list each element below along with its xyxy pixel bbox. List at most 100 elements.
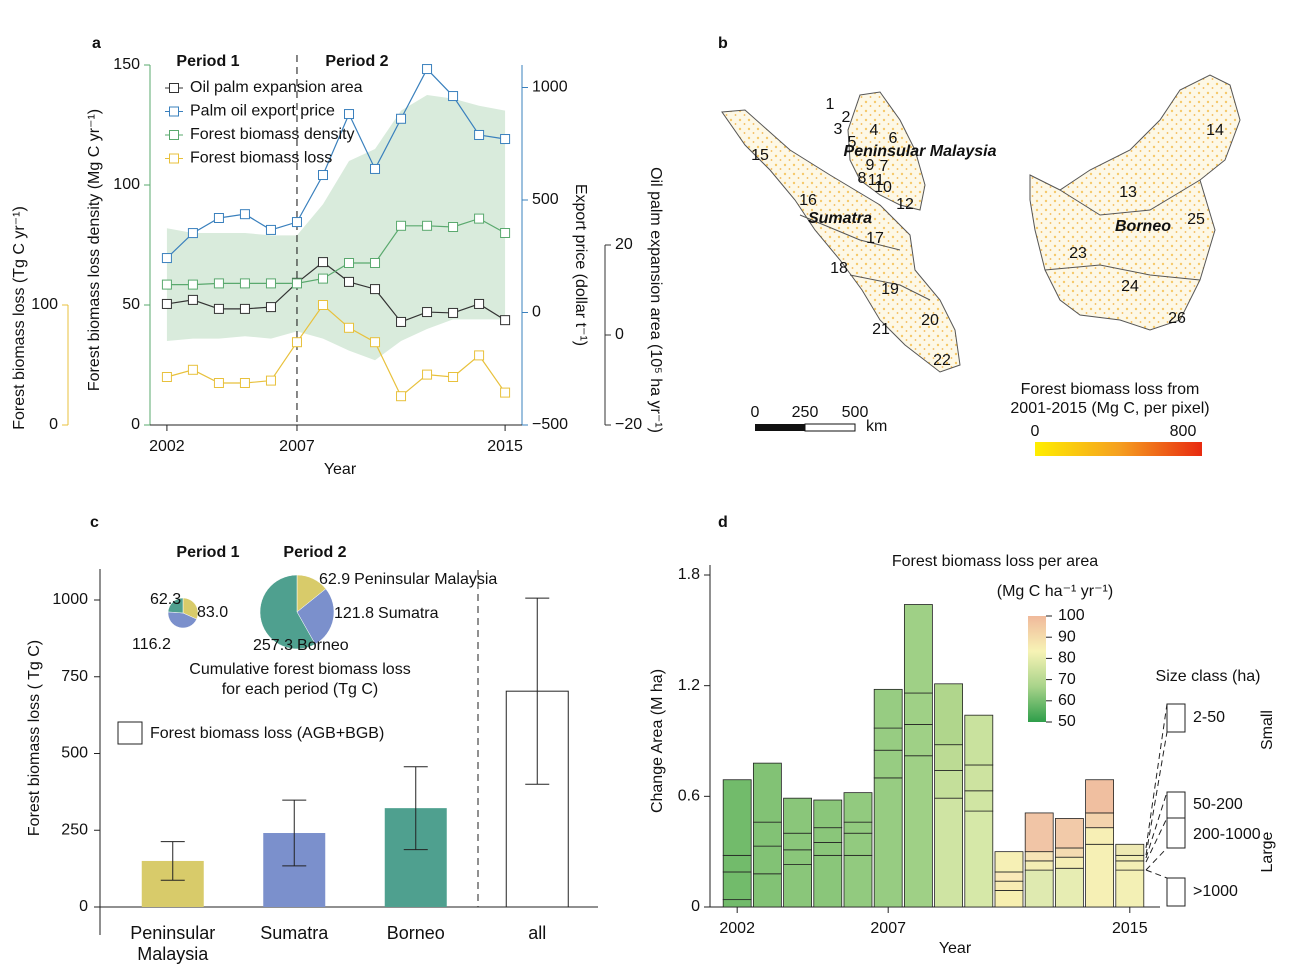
bar-segment: [903, 755, 933, 908]
region-label: 20: [921, 312, 939, 329]
marker: [291, 337, 302, 348]
bar-segment: [964, 810, 994, 908]
marker: [422, 307, 433, 318]
marker: [448, 222, 459, 232]
bar-segment: [873, 727, 903, 751]
marker: [317, 300, 328, 310]
legend-label: 50-200: [1193, 796, 1243, 813]
bar-segment: [1115, 869, 1145, 908]
peninsula-shape: [847, 91, 926, 211]
bar-segment: [934, 770, 963, 799]
colorbar-tick-label: 80: [1058, 650, 1076, 667]
bar-segment: [964, 790, 994, 812]
marker: [370, 284, 381, 295]
group-label: Large: [1259, 831, 1276, 872]
bar-segment: [994, 880, 1024, 891]
marker: [370, 163, 381, 174]
marker: [187, 364, 198, 375]
y-tick-label: 0: [615, 326, 624, 343]
y-tick-label: 0: [532, 304, 541, 321]
chart-title: Forest biomass loss per area: [892, 553, 1098, 570]
pie-category-label: Sumatra: [378, 605, 439, 622]
y-axis-title: Forest biomass loss (Tg C yr⁻¹): [11, 206, 28, 430]
bar-segment: [873, 749, 903, 779]
colorbar-title: (Mg C ha⁻¹ yr⁻¹): [997, 583, 1113, 600]
legend-box: [1166, 817, 1186, 849]
bar-segment: [843, 854, 873, 908]
bar-segment: [722, 779, 752, 856]
error-bar: [525, 597, 550, 785]
pie-value-label: 121.8: [334, 605, 374, 622]
region-label: 25: [1187, 211, 1205, 228]
bar-segment: [783, 832, 812, 851]
legend-box: [1166, 791, 1186, 819]
marker: [265, 278, 276, 289]
marker: [396, 113, 407, 124]
region-label: 7: [880, 158, 889, 175]
region-name: Sumatra: [808, 210, 872, 227]
legend-label: 2-50: [1193, 709, 1225, 726]
border-line: [1059, 179, 1201, 216]
leader-line: [1145, 817, 1168, 863]
region-name: Peninsular Malaysia: [844, 143, 997, 160]
y-axis-title: Oil palm expansion area (10⁵ ha yr⁻¹): [647, 167, 664, 433]
pie-value-label: 116.2: [132, 636, 171, 653]
legend-label: Oil palm expansion area: [190, 79, 363, 96]
y-tick-label: 500: [61, 745, 88, 762]
x-tick-label: all: [528, 923, 547, 943]
marker: [161, 372, 172, 382]
marker: [344, 322, 355, 333]
panel-label: b: [718, 35, 728, 52]
marker: [213, 303, 224, 314]
bar-segment: [964, 714, 994, 766]
legend-marker: [169, 106, 179, 117]
marker: [500, 134, 511, 145]
region-label: 10: [874, 179, 892, 196]
colorbar-tick-label: 50: [1058, 713, 1076, 730]
marker: [474, 298, 485, 309]
y-tick-label: 20: [615, 236, 633, 253]
x-tick-label: 2015: [487, 438, 523, 455]
x-tick-label: 2002: [719, 920, 755, 937]
region-label: 4: [870, 122, 879, 139]
marker: [213, 213, 224, 223]
region-label: 21: [872, 321, 890, 338]
error-bar: [282, 799, 307, 867]
pie-value-label: 62.3: [150, 591, 181, 608]
marker: [500, 228, 511, 238]
marker: [396, 316, 407, 327]
legend-title: 2001-2015 (Mg C, per pixel): [1010, 400, 1209, 417]
legend-label: Forest biomass loss (AGB+BGB): [150, 725, 384, 742]
y-axis-title: Forest biomass loss ( Tg C): [26, 640, 43, 836]
region-label: 8: [858, 170, 867, 187]
bar-segment: [1085, 812, 1114, 829]
bar-segment: [1054, 818, 1084, 849]
bar-segment: [1024, 869, 1054, 908]
bar-segment: [783, 864, 812, 908]
marker: [448, 372, 459, 382]
x-axis-title: Year: [324, 461, 357, 478]
bar-segment: [903, 604, 933, 694]
scale-tick: 0: [751, 404, 760, 421]
bar-segment: [843, 821, 873, 834]
border-line: [849, 274, 931, 301]
legend-box: [1166, 877, 1186, 907]
map-land: [721, 74, 1241, 373]
marker: [265, 302, 276, 313]
bar-segment: [964, 764, 994, 792]
marker: [370, 337, 381, 348]
error-bar: [403, 766, 428, 851]
marker: [370, 258, 381, 268]
region-label: 12: [896, 196, 914, 213]
region-label: 13: [1119, 184, 1137, 201]
bar-segment: [994, 890, 1024, 908]
y-tick-label: 100: [113, 176, 140, 193]
marker: [474, 350, 485, 361]
bar-segment: [1085, 827, 1114, 845]
pie-slice: [259, 574, 316, 650]
leader-line: [1145, 869, 1168, 879]
marker: [187, 279, 198, 290]
marker: [239, 278, 250, 289]
border-line: [1044, 264, 1201, 281]
